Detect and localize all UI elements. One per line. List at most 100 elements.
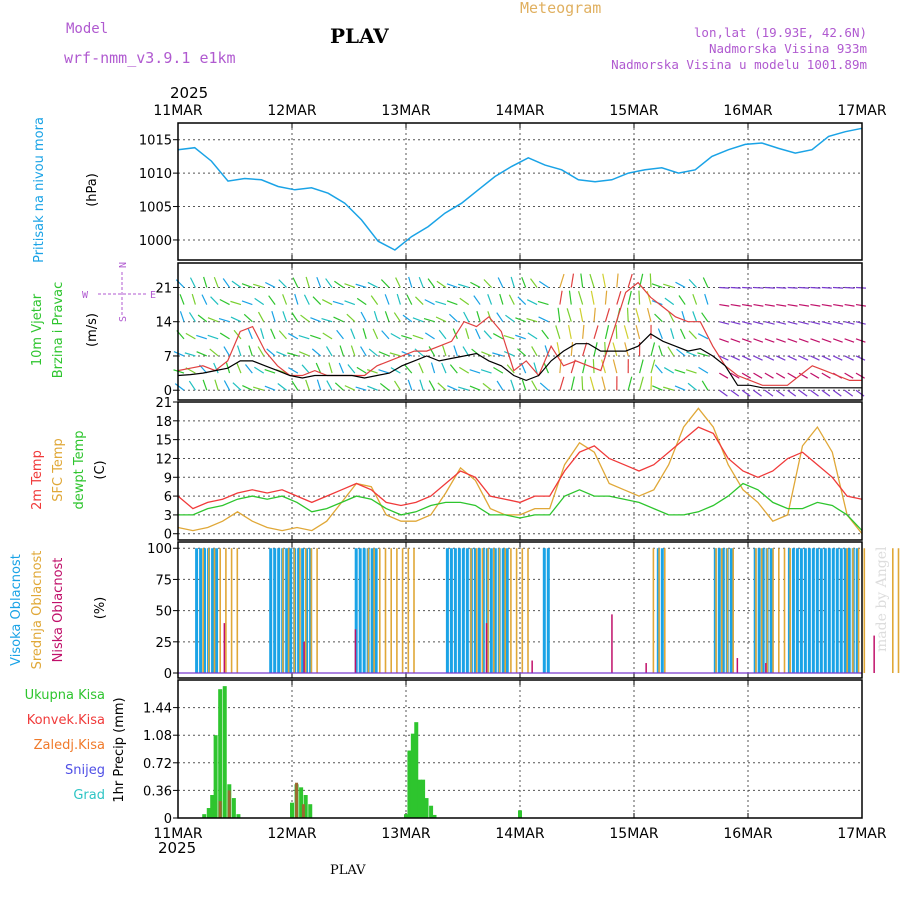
wind-arrow	[833, 338, 843, 343]
wind-arrow	[652, 385, 663, 391]
wind-arrow	[316, 379, 322, 391]
wind-arrow	[435, 316, 447, 323]
wind-arrow	[855, 321, 866, 325]
wind-arrow	[367, 281, 378, 288]
high-cloud-bar	[461, 548, 465, 674]
wind-arrow	[833, 321, 844, 325]
wind-arrow	[336, 329, 344, 340]
wind-arrow	[506, 364, 515, 374]
wind-arrow	[526, 299, 538, 306]
high-cloud-bar	[843, 548, 847, 674]
location-text: lon,lat (19.93E, 42.6N)	[694, 25, 867, 40]
x-tick-label-top: 12MAR	[267, 103, 316, 119]
high-cloud-bar	[493, 548, 497, 674]
wind-arrow	[775, 389, 785, 397]
wind-arrow	[844, 286, 855, 289]
precip-total-bar	[407, 750, 412, 818]
mid-cloud-bar	[367, 548, 370, 674]
high-cloud-bar	[546, 548, 550, 674]
wind-arrow	[442, 345, 447, 357]
y-tick-label: 7	[164, 350, 172, 365]
wind-arrow	[650, 376, 653, 391]
wind-arrow	[230, 316, 242, 323]
wind-arrow	[368, 348, 379, 357]
wind-arrow	[688, 330, 697, 340]
wind-arrow	[453, 345, 458, 357]
low-cloud-bar	[736, 658, 739, 674]
wind-arrow	[776, 338, 786, 343]
wind-arrow	[730, 286, 741, 289]
wind-arrow	[582, 324, 585, 339]
wind-arrow	[446, 300, 458, 306]
wind-arrow	[321, 318, 333, 323]
wind-mean-line	[177, 333, 862, 389]
wind-arrow	[438, 329, 447, 340]
wind-arrow	[277, 383, 287, 391]
low-cloud-bar	[485, 623, 488, 674]
wind-arrow	[435, 300, 447, 306]
wind-arrow	[753, 303, 764, 307]
high-cloud-bar	[285, 548, 289, 674]
wind-arrow	[197, 314, 208, 323]
precip-total-bar	[206, 808, 211, 818]
wind-arrow	[305, 379, 310, 391]
wind-arrow	[396, 293, 401, 305]
year-top: 2025	[170, 84, 208, 102]
wind-arrow	[567, 324, 572, 339]
high-cloud-bar	[354, 548, 358, 674]
mid-cloud-bar	[766, 548, 769, 674]
wind-arrow	[764, 286, 775, 289]
wind-arrow	[832, 355, 843, 361]
mid-cloud-bar	[373, 548, 375, 674]
wind-arrow	[775, 372, 786, 379]
wind-arrow	[635, 325, 641, 339]
wind-arrow	[764, 372, 774, 379]
wind-arrow	[537, 300, 549, 306]
wind-arrow	[592, 359, 595, 374]
wind-arrow	[492, 333, 504, 340]
x-tick-label-bottom: 12MAR	[267, 826, 316, 842]
wind-arrow	[294, 293, 299, 305]
wind-arrow	[821, 355, 832, 361]
wind-arrow	[483, 330, 492, 340]
x-tick-label-top: 13MAR	[381, 103, 430, 119]
wind-arrow	[288, 367, 299, 374]
wind-arrow	[593, 325, 599, 340]
wind-arrow	[393, 312, 401, 323]
wind-arrow	[310, 317, 321, 323]
wind-arrow	[355, 386, 367, 391]
wind-arrow	[579, 307, 584, 322]
precip-total-bar	[299, 787, 304, 818]
wind-arrow	[719, 338, 729, 343]
watermark: made by Angel	[874, 546, 890, 652]
y-tick-label: 0.72	[143, 757, 172, 772]
wind-arrow	[719, 303, 730, 307]
panel-frame	[177, 262, 863, 401]
wind-arrow	[764, 338, 775, 343]
wind-arrow	[753, 389, 762, 397]
high-cloud-bar	[453, 548, 457, 674]
wind-arrow	[347, 364, 356, 374]
mid-cloud-bar	[384, 548, 387, 674]
high-cloud-bar	[721, 548, 725, 674]
wind-arrow	[496, 380, 504, 391]
wind-arrow	[627, 273, 633, 288]
mid-cloud-bar	[396, 548, 398, 674]
wind-arrow	[344, 385, 356, 391]
high-cloud-bar	[370, 548, 374, 674]
wind-arrow	[646, 307, 652, 322]
mid-cloud-ylabel: Srednja Oblacnost	[30, 551, 45, 670]
x-tick-label-bottom: 15MAR	[609, 826, 658, 842]
wind-arrow	[395, 277, 401, 288]
high-cloud-bar	[269, 548, 273, 674]
precip-label-freezing: Zaledj.Kisa	[34, 738, 105, 753]
wind-arrow	[241, 283, 253, 289]
wind-arrow	[236, 345, 242, 357]
wind-arrow	[764, 389, 774, 397]
wind-arrow	[741, 355, 752, 361]
compass-n: N	[118, 262, 129, 268]
temp2m-line	[177, 426, 863, 510]
wind-arrow	[483, 279, 492, 288]
pressure-ylabel: Pritisak na nivou mora	[32, 117, 47, 263]
wind-arrow	[437, 382, 447, 391]
